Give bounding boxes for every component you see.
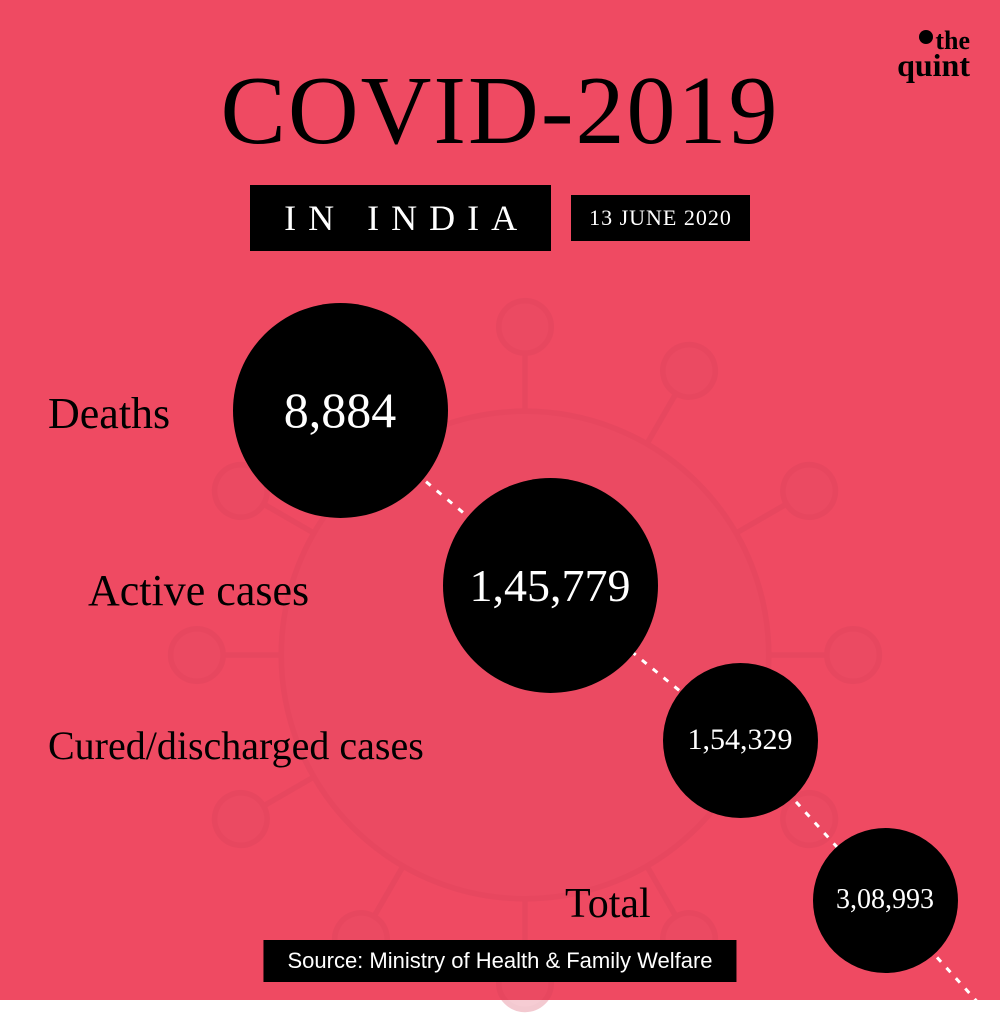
infographic-canvas: the quint COVID-2019 IN INDIA 13 JUNE 20… [0,0,1000,1000]
subtitle-date: 13 JUNE 2020 [571,195,750,241]
main-title: COVID-2019 [0,55,1000,167]
subtitle-row: IN INDIA 13 JUNE 2020 [0,185,1000,251]
stat-label: Cured/discharged cases [48,722,424,769]
stat-label: Total [565,880,651,928]
stat-value: 1,54,329 [688,723,793,757]
stat-bubble: 3,08,993 [813,828,958,973]
source-attribution: Source: Ministry of Health & Family Welf… [263,940,736,982]
stat-bubble: 1,45,779 [443,478,658,693]
stat-label: Deaths [48,388,170,439]
logo-dot-icon [919,30,933,44]
stat-value: 1,45,779 [470,559,631,612]
stat-value: 3,08,993 [836,884,934,916]
stat-value: 8,884 [284,381,397,439]
stat-label: Active cases [88,565,309,616]
stat-bubble: 8,884 [233,303,448,518]
stat-bubble: 1,54,329 [663,663,818,818]
subtitle-location: IN INDIA [250,185,551,251]
